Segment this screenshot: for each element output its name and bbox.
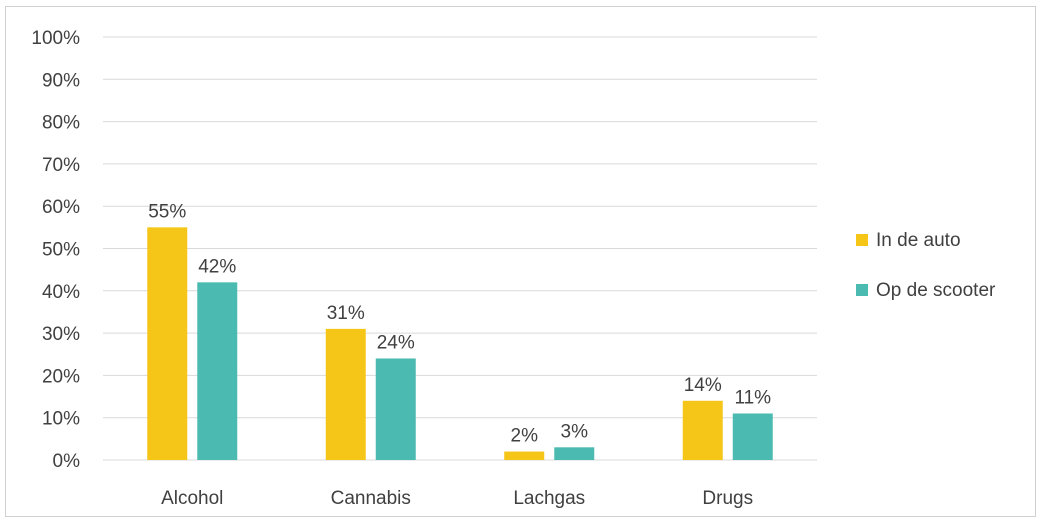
y-tick-label: 30% [42,324,80,345]
y-tick-label: 70% [42,155,80,176]
legend-label: Op de scooter [876,280,996,301]
bar [732,413,773,460]
x-tick-label: Lachgas [513,488,585,509]
x-tick-label: Alcohol [161,488,223,509]
y-tick-label: 0% [53,451,81,472]
y-tick-label: 60% [42,197,80,218]
legend: In de auto Op de scooter [856,230,996,301]
bar [147,227,188,460]
legend-swatch [856,284,868,296]
data-label: 42% [198,256,236,277]
data-labels: 55% 42% 31% 24% 2% 3% 14% 11% [148,201,771,446]
y-tick-label: 90% [42,70,80,91]
y-tick-label: 80% [42,113,80,134]
bar [375,358,416,460]
data-label: 2% [511,426,539,447]
x-axis-ticks: Alcohol Cannabis Lachgas Drugs [161,488,753,509]
bar [682,400,723,460]
bar [504,451,545,460]
bar [197,282,238,460]
bar [325,328,366,460]
x-tick-label: Drugs [702,488,753,509]
y-tick-label: 20% [42,366,80,387]
data-label: 31% [327,303,365,324]
y-tick-label: 40% [42,282,80,303]
bars [147,227,773,460]
data-label: 24% [377,332,415,353]
data-label: 11% [734,387,771,408]
y-axis-ticks: 0% 10% 20% 30% 40% 50% 60% 70% 80% 90% 100% [31,28,80,472]
data-label: 3% [561,421,589,442]
y-tick-label: 100% [31,28,80,49]
legend-swatch [856,234,868,246]
data-label: 14% [684,375,722,396]
data-label: 55% [148,201,186,222]
legend-label: In de auto [876,230,961,251]
y-tick-label: 50% [42,240,80,261]
bar [554,447,595,460]
y-tick-label: 10% [42,409,80,430]
x-tick-label: Cannabis [331,488,411,509]
